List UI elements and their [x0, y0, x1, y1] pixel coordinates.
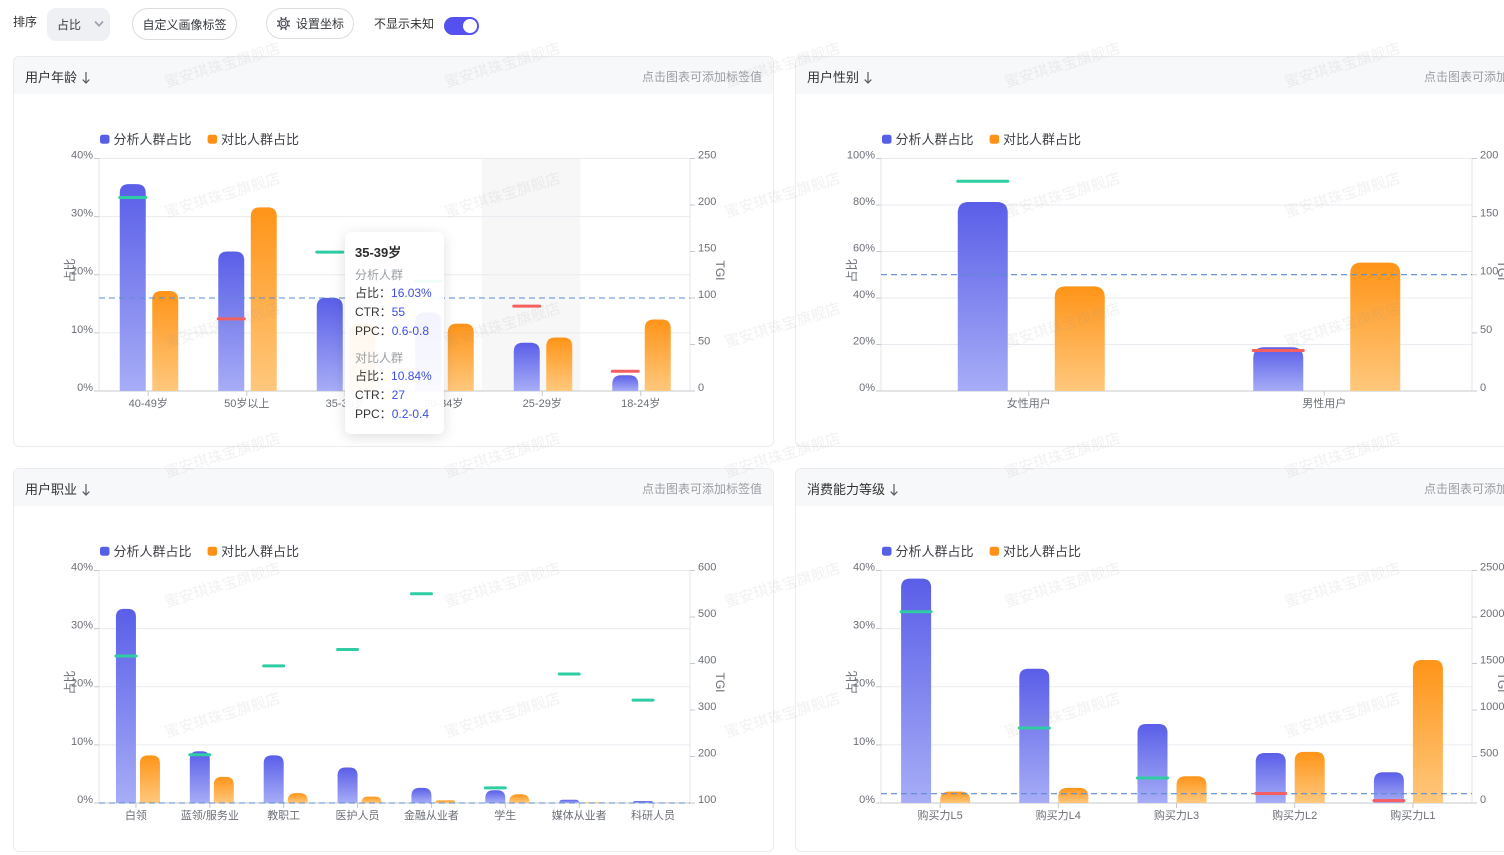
svg-text:0: 0: [1480, 794, 1486, 806]
svg-text:分析人群占比: 分析人群占比: [114, 544, 192, 559]
svg-text:0%: 0%: [859, 794, 875, 806]
svg-text:500: 500: [1480, 747, 1498, 759]
svg-text:占比: 占比: [62, 670, 77, 694]
svg-text:TGI: TGI: [713, 673, 727, 693]
svg-text:40%: 40%: [71, 149, 93, 161]
svg-text:500: 500: [698, 608, 716, 620]
svg-text:对比人群占比: 对比人群占比: [221, 132, 299, 147]
svg-text:100: 100: [1480, 266, 1498, 278]
svg-text:科研人员: 科研人员: [631, 808, 675, 822]
svg-text:200: 200: [698, 747, 716, 759]
svg-text:对比人群占比: 对比人群占比: [1003, 544, 1081, 559]
svg-text:0%: 0%: [77, 794, 93, 806]
svg-text:200: 200: [1480, 149, 1498, 161]
svg-text:60%: 60%: [853, 242, 875, 254]
svg-text:40%: 40%: [71, 561, 93, 573]
svg-text:20%: 20%: [71, 266, 93, 278]
svg-text:对比人群占比: 对比人群占比: [1003, 132, 1081, 147]
svg-text:TGI: TGI: [1495, 673, 1504, 693]
svg-text:10%: 10%: [853, 736, 875, 748]
svg-text:1000: 1000: [1480, 701, 1504, 713]
svg-text:TGI: TGI: [713, 261, 727, 281]
svg-text:占比: 占比: [844, 670, 859, 694]
svg-text:20%: 20%: [853, 335, 875, 347]
svg-text:分析人群占比: 分析人群占比: [896, 544, 974, 559]
svg-text:蜜安琪珠宝旗舰店: 蜜安琪珠宝旗舰店: [0, 690, 3, 741]
svg-text:150: 150: [1480, 208, 1498, 220]
svg-text:0%: 0%: [77, 382, 93, 394]
svg-text:20%: 20%: [853, 678, 875, 690]
svg-text:蜜安琪珠宝旗舰店: 蜜安琪珠宝旗舰店: [0, 560, 3, 611]
svg-text:购买力L3: 购买力L3: [1154, 808, 1199, 822]
svg-text:蜜安琪珠宝旗舰店: 蜜安琪珠宝旗舰店: [0, 430, 3, 481]
svg-text:分析人群占比: 分析人群占比: [896, 132, 974, 147]
svg-text:媒体从业者: 媒体从业者: [552, 808, 607, 822]
svg-text:购买力L2: 购买力L2: [1272, 808, 1317, 822]
svg-text:教职工: 教职工: [267, 809, 300, 822]
svg-text:30%: 30%: [853, 620, 875, 632]
svg-text:250: 250: [698, 149, 716, 161]
svg-text:对比人群占比: 对比人群占比: [221, 544, 299, 559]
svg-text:蓝领/服务业: 蓝领/服务业: [181, 809, 239, 822]
svg-text:80%: 80%: [853, 196, 875, 208]
svg-text:女性用户: 女性用户: [1007, 396, 1051, 410]
svg-text:男性用户: 男性用户: [1302, 396, 1346, 410]
svg-text:400: 400: [698, 654, 716, 666]
svg-text:2000: 2000: [1480, 608, 1504, 620]
svg-text:1500: 1500: [1480, 654, 1504, 666]
svg-text:18-24岁: 18-24岁: [621, 396, 660, 410]
svg-text:学生: 学生: [494, 808, 516, 822]
svg-text:购买力L5: 购买力L5: [917, 808, 962, 822]
svg-text:白领: 白领: [125, 808, 147, 822]
svg-text:占比: 占比: [844, 258, 859, 282]
svg-text:25-29岁: 25-29岁: [523, 396, 562, 410]
svg-text:100: 100: [698, 794, 716, 806]
svg-text:100: 100: [698, 289, 716, 301]
svg-text:0%: 0%: [859, 382, 875, 394]
svg-text:医护人员: 医护人员: [336, 808, 380, 822]
svg-text:蜜安琪珠宝旗舰店: 蜜安琪珠宝旗舰店: [0, 300, 3, 351]
svg-text:购买力L1: 购买力L1: [1390, 808, 1435, 822]
svg-text:金融从业者: 金融从业者: [404, 808, 459, 822]
svg-text:40%: 40%: [853, 289, 875, 301]
svg-text:100%: 100%: [847, 149, 875, 161]
svg-text:0: 0: [698, 382, 704, 394]
svg-text:200: 200: [698, 196, 716, 208]
svg-text:分析人群占比: 分析人群占比: [114, 132, 192, 147]
svg-text:150: 150: [698, 242, 716, 254]
svg-text:0: 0: [1480, 382, 1486, 394]
svg-text:600: 600: [698, 561, 716, 573]
svg-text:30%: 30%: [71, 620, 93, 632]
svg-text:40%: 40%: [853, 561, 875, 573]
svg-text:2500: 2500: [1480, 561, 1504, 573]
svg-text:10%: 10%: [71, 736, 93, 748]
svg-text:50: 50: [1480, 324, 1492, 336]
svg-text:购买力L4: 购买力L4: [1036, 808, 1081, 822]
svg-text:30%: 30%: [71, 208, 93, 220]
svg-text:20%: 20%: [71, 678, 93, 690]
svg-text:蜜安琪珠宝旗舰店: 蜜安琪珠宝旗舰店: [0, 170, 3, 221]
svg-text:占比: 占比: [62, 258, 77, 282]
svg-text:50: 50: [698, 335, 710, 347]
svg-text:10%: 10%: [71, 324, 93, 336]
svg-text:40-49岁: 40-49岁: [129, 396, 168, 410]
svg-text:50岁以上: 50岁以上: [224, 396, 269, 410]
svg-text:TGI: TGI: [1495, 261, 1504, 281]
svg-text:300: 300: [698, 701, 716, 713]
